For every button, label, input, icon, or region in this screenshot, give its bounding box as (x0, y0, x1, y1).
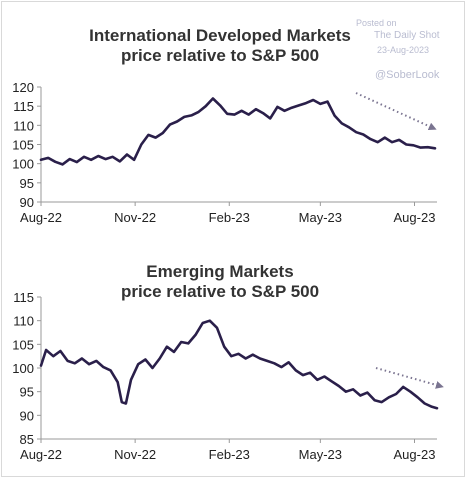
chart-1-y-tick-label: 100 (12, 157, 34, 172)
chart-1-title: International Developed Markets price re… (55, 26, 385, 66)
chart-1-y-tick-label: 110 (13, 118, 34, 133)
chart-1-title-line1: International Developed Markets (89, 26, 351, 45)
chart-1-x-tick-label: Aug-23 (394, 210, 436, 225)
chart-1-y-tick-label: 105 (12, 138, 34, 153)
watermark-date: 23-Aug-2023 (377, 45, 430, 55)
chart-1-x-tick-label: Aug-22 (20, 210, 62, 225)
chart-2-x-tick-label: Feb-23 (209, 447, 250, 462)
chart-2-title: Emerging Markets price relative to S&P 5… (55, 262, 385, 302)
watermark-source: The Daily Shot (374, 30, 440, 41)
chart-2-title-line2: price relative to S&P 500 (120, 282, 320, 301)
chart-1-x-tick-label: Nov-22 (114, 210, 156, 225)
chart-2-x-tick-label: Aug-22 (20, 447, 62, 462)
watermark-posted: Posted on (356, 18, 397, 28)
chart-1-series-line (39, 97, 437, 166)
chart-1-trend-arrow (355, 92, 437, 130)
chart-1-y-tick-label: 90 (20, 195, 34, 210)
chart-2-x-tick-label: Nov-22 (114, 447, 156, 462)
chart-1-x-tick-label: Feb-23 (209, 210, 250, 225)
chart-1-plot: 90 95 100 105 110 115 120 Aug-22 Nov-22 Feb-23 May… (12, 80, 437, 225)
chart-2-y-tick-label: 115 (13, 290, 34, 305)
chart-1-x-tick-label: May-23 (299, 210, 342, 225)
chart-2-y-tick-label: 85 (20, 432, 34, 447)
chart-2-plot: 85 90 95 100 105 110 115 Aug-22 Nov-22 Feb-23 May-… (12, 290, 444, 462)
chart-2-y-tick-label: 100 (12, 361, 34, 376)
chart-2-trend-arrow (375, 367, 444, 389)
chart-2-series-line (39, 319, 439, 410)
chart-1-y-tick-label: 95 (20, 176, 34, 191)
chart-1-title-line2: price relative to S&P 500 (120, 46, 320, 65)
chart-1-y-tick-label: 115 (13, 99, 34, 114)
chart-2-y-tick-label: 110 (13, 314, 34, 329)
chart-1-y-tick-label: 120 (12, 80, 34, 95)
chart-2-title-line1: Emerging Markets (146, 262, 294, 281)
chart-2-y-tick-label: 95 (20, 385, 34, 400)
chart-2-x-tick-label: Aug-23 (394, 447, 436, 462)
chart-2-y-tick-label: 90 (20, 408, 34, 423)
watermark-handle: @SoberLook (375, 69, 440, 81)
chart-2-x-tick-label: May-23 (299, 447, 342, 462)
chart-2-y-tick-label: 105 (12, 337, 34, 352)
